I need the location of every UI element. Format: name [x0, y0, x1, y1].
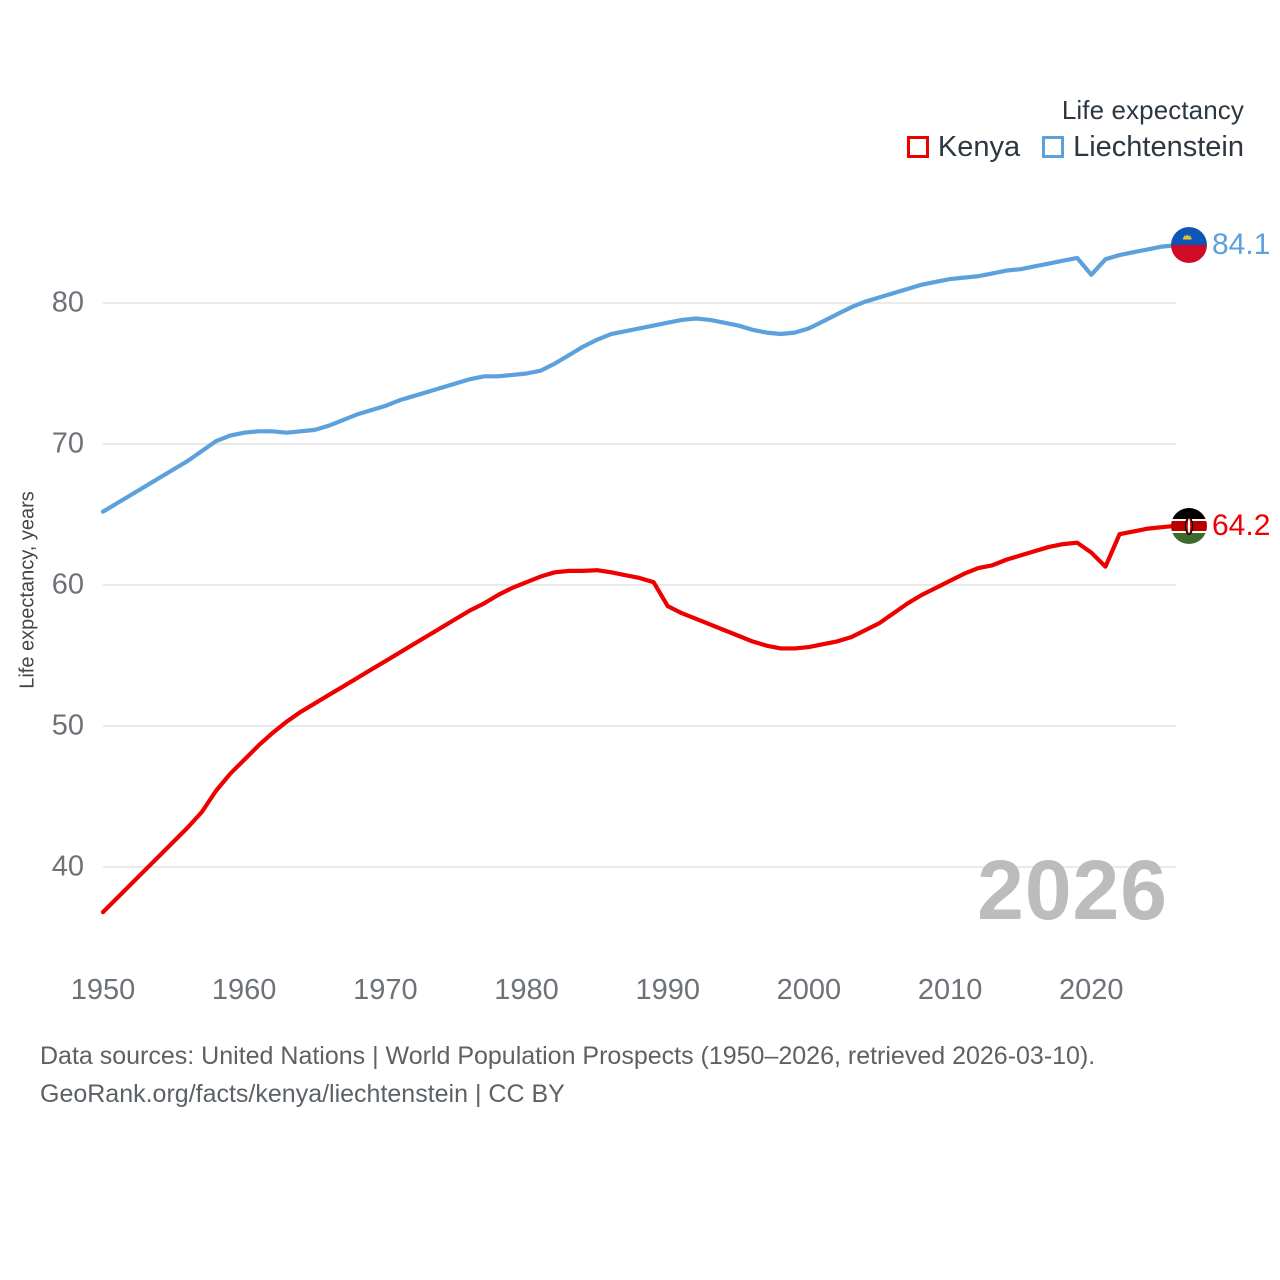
- liechtenstein-flag-icon: [1171, 227, 1207, 264]
- legend-item-liechtenstein[interactable]: Liechtenstein: [1042, 130, 1244, 163]
- y-tick-label: 50: [51, 709, 84, 742]
- series-line-kenya: [100, 523, 1179, 915]
- legend-title: Life expectancy: [1061, 95, 1244, 125]
- x-tick-label: 1970: [353, 974, 418, 1006]
- footer-sources: Data sources: United Nations | World Pop…: [40, 1038, 1095, 1113]
- x-tick-label: 2010: [917, 974, 983, 1006]
- legend-label-liechtenstein: Liechtenstein: [1073, 130, 1244, 163]
- x-tick-label: 1980: [494, 974, 559, 1006]
- x-tick-label: 1990: [635, 974, 700, 1006]
- x-tick-label: 1960: [211, 974, 277, 1006]
- year-watermark: 2026: [977, 843, 1168, 937]
- series-line-liechtenstein: [100, 243, 1179, 514]
- y-tick-label: 80: [51, 286, 84, 319]
- y-tick-label: 40: [51, 850, 84, 883]
- legend-swatch-liechtenstein: [1042, 136, 1065, 159]
- footer-line-1: Data sources: United Nations | World Pop…: [40, 1042, 1096, 1070]
- x-tick-label: 2020: [1059, 974, 1124, 1006]
- y-tick-label: 70: [51, 427, 84, 460]
- legend-swatch-kenya: [906, 136, 929, 159]
- x-tick-label: 1950: [70, 974, 136, 1006]
- end-label-kenya: 64.2: [1171, 507, 1271, 544]
- end-value-kenya: 64.2: [1212, 508, 1271, 542]
- x-tick-label: 2000: [776, 974, 842, 1006]
- end-label-liechtenstein: 84.1: [1171, 227, 1271, 264]
- legend-item-kenya[interactable]: Kenya: [906, 130, 1021, 163]
- legend-label-kenya: Kenya: [937, 130, 1021, 163]
- kenya-flag-icon: [1171, 507, 1207, 544]
- chart-legend: Life expectancy Kenya Liechtenstein: [906, 95, 1244, 163]
- legend-items: Kenya Liechtenstein: [906, 130, 1244, 163]
- y-tick-label: 60: [51, 568, 84, 601]
- footer-line-2: GeoRank.org/facts/kenya/liechtenstein | …: [40, 1079, 565, 1108]
- end-value-liechtenstein: 84.1: [1212, 228, 1271, 262]
